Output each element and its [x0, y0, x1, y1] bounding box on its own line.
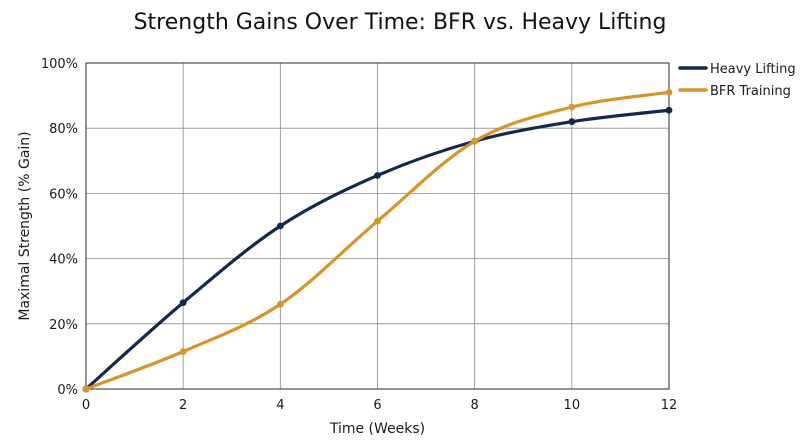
y-tick-label: 60% [49, 187, 78, 202]
axis-ticks: 0 2 4 6 8 10 12 0% 20% 40% 60% 80% 100% [41, 57, 677, 413]
legend-item-heavy-lifting: Heavy Lifting [678, 62, 796, 77]
x-tick-label: 2 [179, 398, 187, 413]
x-tick-label: 10 [564, 398, 581, 413]
x-tick-label: 6 [373, 398, 381, 413]
y-tick-label: 40% [49, 253, 78, 268]
x-tick-label: 0 [82, 398, 90, 413]
x-axis-title: Time (Weeks) [329, 421, 425, 437]
data-point-heavy-lifting [665, 106, 673, 114]
x-tick-label: 8 [471, 398, 479, 413]
series-bfr-training [82, 88, 673, 393]
y-tick-label: 80% [49, 122, 78, 137]
series-lines [82, 88, 673, 393]
data-point-bfr-training [82, 385, 90, 393]
data-point-bfr-training [276, 300, 284, 308]
y-tick-label: 20% [49, 318, 78, 333]
data-point-heavy-lifting [179, 299, 187, 307]
data-point-heavy-lifting [568, 118, 576, 126]
legend: Heavy Lifting BFR Training [678, 62, 796, 99]
data-point-heavy-lifting [276, 222, 284, 230]
y-axis-title: Maximal Strength (% Gain) [17, 131, 33, 320]
legend-label: Heavy Lifting [710, 62, 796, 77]
data-point-heavy-lifting [374, 172, 381, 179]
data-point-bfr-training [568, 103, 576, 111]
grid [85, 62, 670, 390]
y-tick-label: 100% [41, 57, 78, 72]
y-tick-label: 0% [57, 383, 78, 398]
legend-item-bfr-training: BFR Training [678, 84, 791, 99]
x-tick-label: 4 [276, 398, 284, 413]
plot-area [85, 62, 670, 390]
chart-title: Strength Gains Over Time: BFR vs. Heavy … [133, 10, 667, 35]
x-tick-label: 12 [661, 398, 678, 413]
legend-label: BFR Training [710, 84, 791, 99]
data-point-bfr-training [374, 217, 381, 225]
data-point-bfr-training [471, 137, 479, 145]
data-point-bfr-training [179, 348, 187, 355]
data-point-bfr-training [665, 88, 673, 96]
